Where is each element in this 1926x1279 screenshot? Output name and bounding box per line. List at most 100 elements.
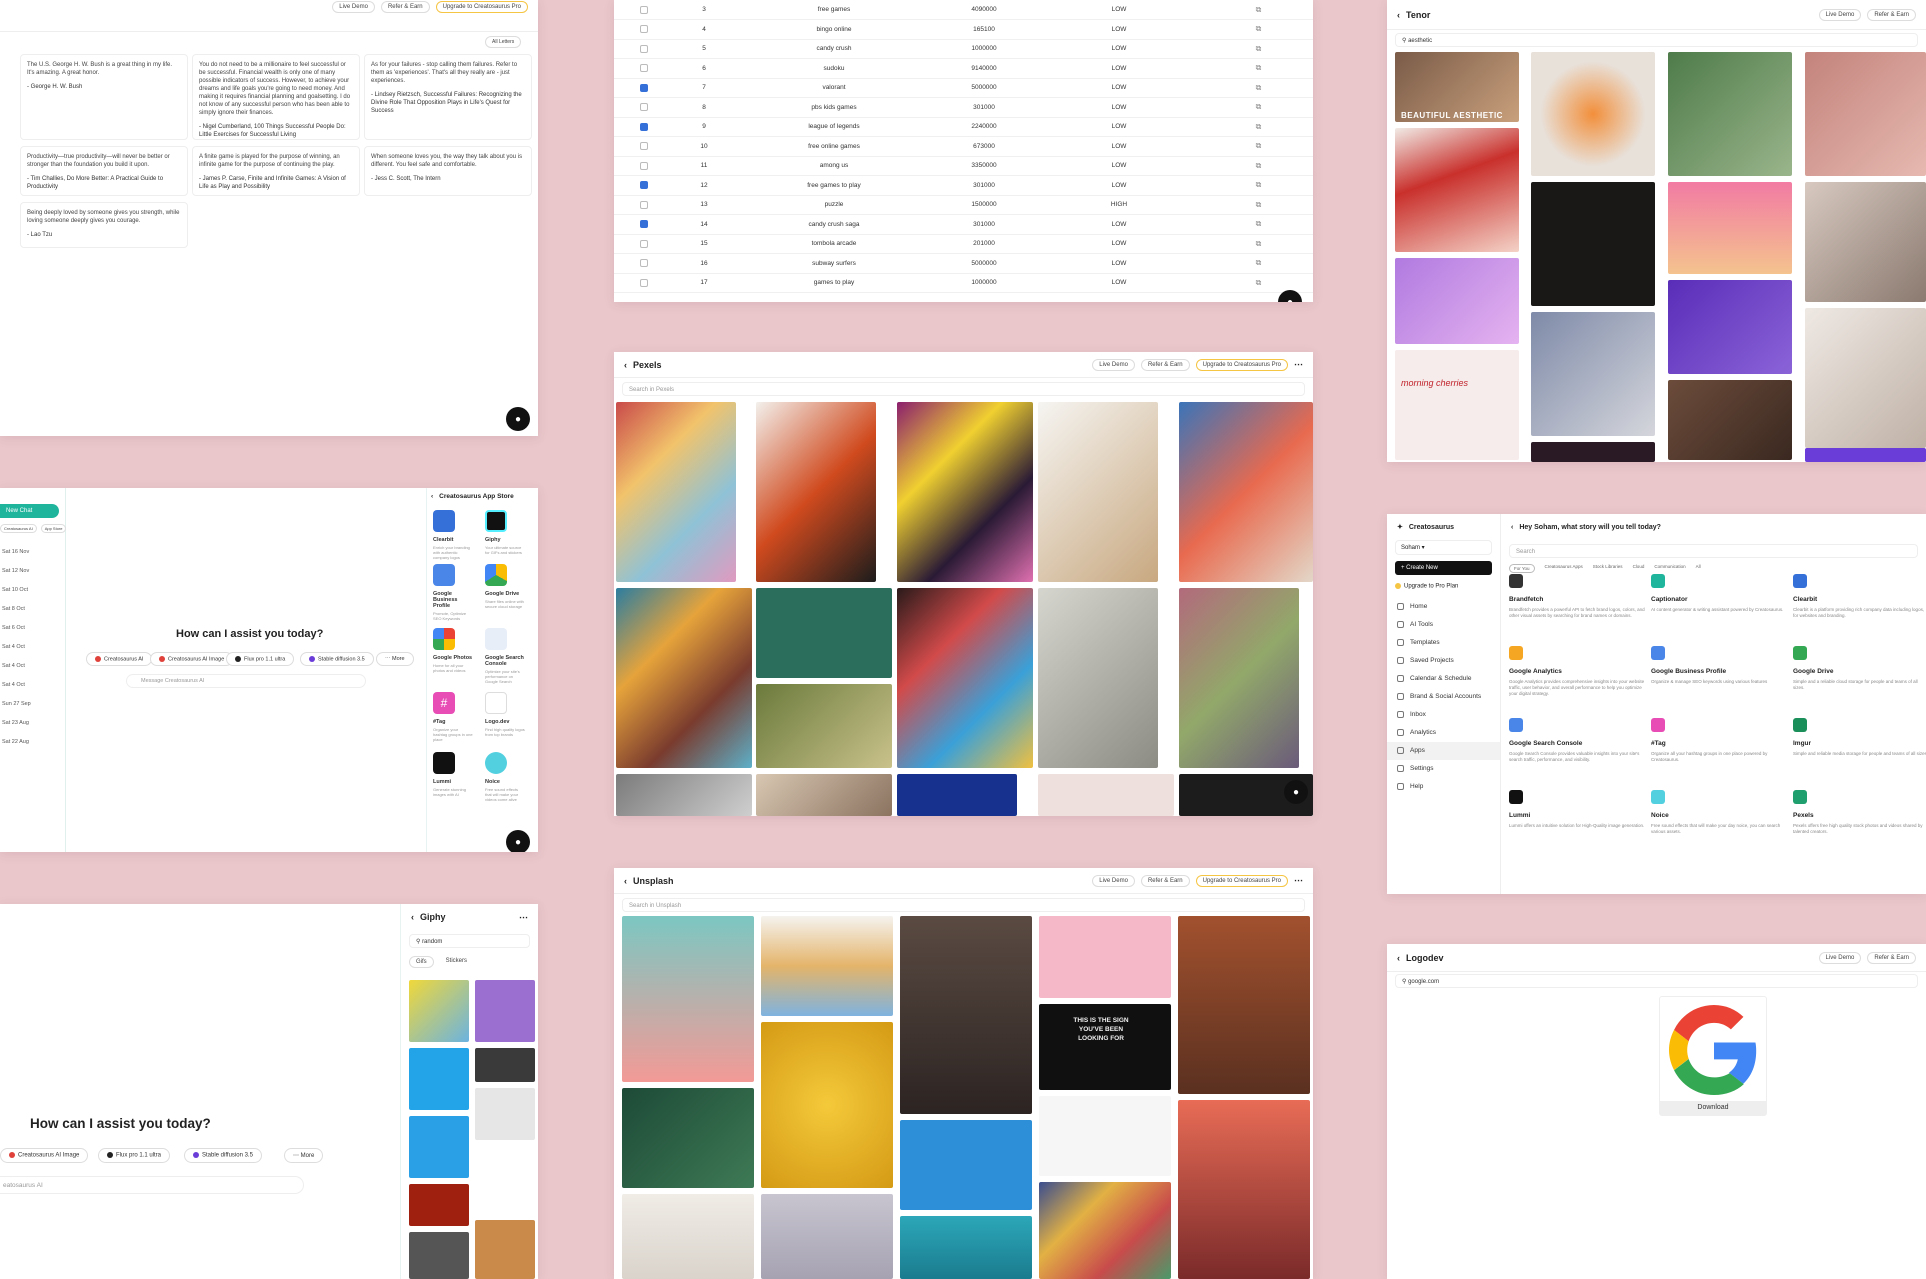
keyword-row[interactable]: 4 bingo online 165100 LOW ⧉ [614, 19, 1313, 40]
more-icon[interactable]: ⋯ [519, 911, 528, 922]
filter-tab[interactable]: For You [1509, 564, 1535, 573]
chat-bubble-icon[interactable]: ● [1278, 290, 1302, 302]
upgrade-button[interactable]: Upgrade to Creatosaurus Pro [1195, 874, 1288, 887]
photo-thumbnail[interactable] [1039, 1004, 1171, 1090]
unsplash-search-input[interactable]: Search in Unsplash [622, 898, 1305, 912]
photo-thumbnail[interactable] [897, 402, 1033, 582]
app-card[interactable]: Noice Free sound effects that will make y… [1651, 790, 1787, 835]
more-icon[interactable]: ⋯ [1294, 875, 1303, 885]
tab-gifs[interactable]: Gifs [409, 956, 434, 968]
filter-tab[interactable]: Cloud [1632, 564, 1645, 569]
gif-thumbnail[interactable] [475, 980, 535, 1042]
photo-thumbnail[interactable] [1179, 588, 1299, 768]
gif-thumbnail[interactable] [409, 1116, 469, 1178]
gif-thumbnail[interactable] [409, 1184, 469, 1226]
back-icon[interactable]: ‹ [411, 912, 414, 922]
back-icon[interactable]: ‹ [624, 875, 627, 886]
keyword-row[interactable]: 11 among us 3350000 LOW ⧉ [614, 156, 1313, 176]
photo-thumbnail[interactable] [900, 1216, 1032, 1279]
chat-bubble-icon[interactable]: ● [506, 407, 530, 431]
keyword-row[interactable]: 13 puzzle 1500000 HIGH ⧉ [614, 195, 1313, 215]
gif-thumbnail[interactable] [1668, 52, 1792, 176]
filter-tab[interactable]: Creatosaurus Apps [1544, 564, 1583, 569]
keyword-row[interactable]: 3 free games 4090000 LOW ⧉ [614, 0, 1313, 20]
quote-card[interactable]: You do not need to be a millionaire to f… [192, 54, 360, 140]
more-icon[interactable]: ⋯ [1294, 359, 1303, 369]
upgrade-plan-link[interactable]: Upgrade to Pro Plan [1395, 579, 1492, 594]
gif-thumbnail[interactable] [475, 1048, 535, 1082]
model-chip[interactable]: Stable diffusion 3.5 [184, 1148, 262, 1163]
quote-card[interactable]: The U.S. George H. W. Bush is a great th… [20, 54, 188, 140]
more-models-chip[interactable]: ⋯ More [376, 652, 414, 666]
keyword-row[interactable]: 17 games to play 1000000 LOW ⧉ [614, 273, 1313, 293]
model-chip[interactable]: Flux pro 1.1 ultra [98, 1148, 171, 1163]
photo-thumbnail[interactable] [622, 1088, 754, 1188]
copy-icon[interactable]: ⧉ [1255, 160, 1262, 170]
gif-thumbnail[interactable] [475, 1088, 535, 1140]
copy-icon[interactable]: ⧉ [1255, 43, 1262, 53]
keyword-row[interactable]: 9 league of legends 2240000 LOW ⧉ [614, 117, 1313, 137]
photo-thumbnail[interactable] [622, 1194, 754, 1279]
nav-item[interactable]: Settings [1387, 760, 1500, 778]
gif-thumbnail[interactable] [1805, 308, 1926, 448]
live-demo-button[interactable]: Live Demo [1818, 951, 1862, 964]
row-checkbox[interactable] [640, 220, 648, 229]
photo-thumbnail[interactable] [761, 1194, 893, 1279]
gif-thumbnail[interactable] [1395, 52, 1519, 122]
quote-card[interactable]: Being deeply loved by someone gives you … [20, 202, 188, 248]
photo-thumbnail[interactable] [897, 588, 1033, 768]
gif-thumbnail[interactable] [1805, 448, 1926, 462]
copy-icon[interactable]: ⧉ [1255, 219, 1262, 229]
copy-icon[interactable]: ⧉ [1255, 121, 1262, 131]
row-checkbox[interactable] [640, 278, 648, 287]
tag-chip[interactable]: Creatosaurus AI [0, 524, 37, 533]
photo-thumbnail[interactable] [756, 402, 876, 582]
chat-bubble-icon[interactable]: ● [506, 830, 530, 852]
gif-thumbnail[interactable] [1668, 380, 1792, 460]
photo-thumbnail[interactable] [616, 588, 752, 768]
create-new-button[interactable]: + Create New [1395, 561, 1492, 575]
gif-thumbnail[interactable] [1668, 280, 1792, 374]
keyword-row[interactable]: 7 valorant 5000000 LOW ⧉ [614, 78, 1313, 98]
app-card[interactable]: Pexels Pexels offers free high quality st… [1793, 790, 1926, 835]
gif-thumbnail[interactable] [1668, 182, 1792, 274]
tab-stickers[interactable]: Stickers [445, 958, 468, 964]
chat-history-item[interactable]: Sat 16 Nov [2, 549, 30, 555]
back-icon[interactable]: ‹ [1397, 952, 1400, 963]
keyword-row[interactable]: 15 tombola arcade 201000 LOW ⧉ [614, 234, 1313, 254]
app-tile[interactable]: Noice Free sound effects that will make y… [485, 752, 525, 802]
filter-dropdown[interactable]: All Letters [485, 36, 522, 48]
row-checkbox[interactable] [640, 5, 648, 14]
gif-thumbnail[interactable] [1805, 52, 1926, 176]
user-switcher[interactable]: Soham ▾ [1395, 540, 1492, 555]
upgrade-button[interactable]: Upgrade to Creatosaurus Pro [435, 1, 528, 13]
message-input[interactable]: Message Creatosaurus AI [126, 674, 366, 688]
gif-thumbnail[interactable] [1531, 312, 1655, 436]
row-checkbox[interactable] [640, 181, 648, 190]
filter-tab[interactable]: Communication [1654, 564, 1686, 569]
refer-button[interactable]: Refer & Earn [1867, 8, 1916, 21]
pexels-search-input[interactable]: Search in Pexels [622, 382, 1305, 396]
app-tile[interactable]: Google Business Profile Promote, Optimize… [433, 564, 473, 621]
photo-thumbnail[interactable] [756, 588, 892, 678]
app-card[interactable]: Captionator AI content generator & writin… [1651, 574, 1787, 613]
gif-thumbnail[interactable] [1395, 128, 1519, 252]
photo-thumbnail[interactable] [1038, 402, 1158, 582]
model-chip[interactable]: Creatosaurus AI Image [0, 1148, 89, 1163]
photo-thumbnail[interactable] [1039, 1182, 1171, 1279]
row-checkbox[interactable] [640, 103, 648, 112]
photo-thumbnail[interactable] [616, 774, 752, 816]
photo-thumbnail[interactable] [1178, 1100, 1310, 1279]
photo-thumbnail[interactable] [1038, 774, 1174, 816]
nav-item[interactable]: Analytics [1387, 724, 1500, 742]
photo-thumbnail[interactable] [1179, 402, 1313, 582]
logo-result-card[interactable]: Download [1659, 996, 1767, 1116]
filter-tab[interactable]: All [1695, 564, 1701, 569]
logodev-search-input[interactable]: ⚲ google.com [1395, 974, 1918, 988]
keyword-row[interactable]: 5 candy crush 1000000 LOW ⧉ [614, 39, 1313, 59]
photo-thumbnail[interactable] [900, 1120, 1032, 1210]
model-chip[interactable]: Creatosaurus AI Image [150, 652, 234, 667]
download-button[interactable]: Download [1660, 1101, 1766, 1115]
live-demo-button[interactable]: Live Demo [1092, 358, 1135, 371]
keyword-row[interactable]: 16 subway surfers 5000000 LOW ⧉ [614, 253, 1313, 274]
